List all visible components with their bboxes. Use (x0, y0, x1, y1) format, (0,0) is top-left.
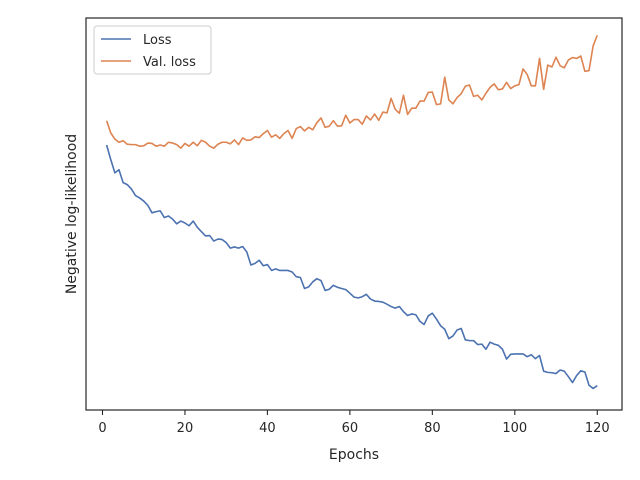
plot-frame (85, 17, 623, 411)
legend-val-loss-label: Val. loss (143, 55, 196, 70)
x-tick-label: 80 (424, 421, 441, 436)
val-loss-line (105, 34, 599, 149)
x-tick-label: 100 (502, 421, 527, 436)
plot-area-background (86, 18, 622, 410)
x-axis-label: Epochs (329, 447, 379, 463)
x-tick-label: 20 (177, 421, 194, 436)
loss-line (105, 144, 598, 390)
loss-series (105, 144, 598, 390)
x-tick-label: 120 (585, 421, 610, 436)
legend-box (93, 25, 212, 75)
x-tick-label: 0 (98, 421, 106, 436)
x-axis: 0 20 40 60 80 100 120 (98, 410, 610, 436)
x-tick-label: 40 (259, 421, 276, 436)
legend: Loss Val. loss (93, 25, 212, 75)
val-loss-series (105, 34, 599, 149)
y-axis-label: Negative log-likelihood (64, 134, 80, 294)
legend-loss-label: Loss (143, 33, 172, 48)
x-tick-label: 60 (342, 421, 359, 436)
series-layer (105, 34, 599, 390)
